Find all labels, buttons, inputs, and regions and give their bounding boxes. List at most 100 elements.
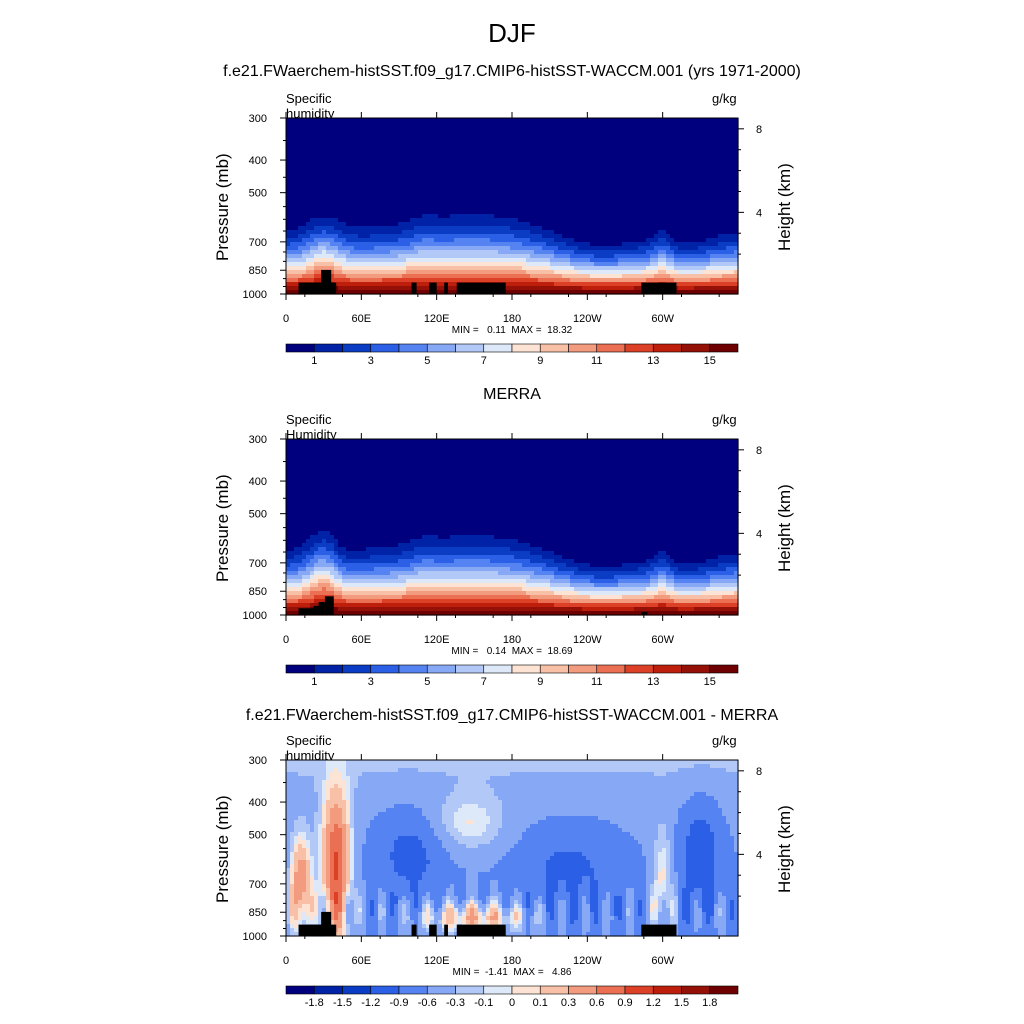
field-cell	[626, 134, 631, 139]
field-cell	[734, 170, 739, 175]
field-cell	[678, 262, 683, 267]
field-cell	[494, 178, 499, 183]
field-cell	[406, 174, 411, 179]
field-cell	[366, 218, 371, 223]
field-cell	[662, 150, 667, 155]
field-cell	[410, 250, 415, 255]
field-cell	[470, 226, 475, 231]
field-cell	[526, 258, 531, 263]
field-cell	[510, 166, 515, 171]
field-cell	[330, 270, 335, 275]
field-cell	[646, 230, 651, 235]
field-cell	[446, 134, 451, 139]
field-cell	[666, 250, 671, 255]
field-cell	[450, 222, 455, 227]
field-cell	[630, 202, 635, 207]
field-cell	[638, 182, 643, 187]
field-cell	[478, 270, 483, 275]
field-cell	[406, 202, 411, 207]
field-cell	[582, 190, 587, 195]
field-cell	[310, 254, 315, 259]
field-cell	[658, 194, 663, 199]
field-cell	[514, 234, 519, 239]
field-cell	[314, 130, 319, 135]
field-cell	[630, 282, 635, 287]
field-cell	[726, 250, 731, 255]
field-cell	[426, 234, 431, 239]
field-cell	[358, 230, 363, 235]
field-cell	[682, 166, 687, 171]
field-cell	[290, 190, 295, 195]
field-cell	[518, 198, 523, 203]
field-cell	[534, 122, 539, 127]
field-cell	[298, 198, 303, 203]
field-cell	[498, 214, 503, 219]
field-cell	[590, 194, 595, 199]
field-cell	[654, 258, 659, 263]
field-cell	[726, 218, 731, 223]
field-cell	[330, 166, 335, 171]
field-cell	[510, 162, 515, 167]
field-cell	[302, 258, 307, 263]
field-cell	[658, 202, 663, 207]
field-cell	[570, 254, 575, 259]
field-cell	[686, 198, 691, 203]
field-cell	[582, 270, 587, 275]
field-cell	[310, 134, 315, 139]
field-cell	[438, 118, 443, 123]
field-cell	[558, 150, 563, 155]
field-cell	[498, 174, 503, 179]
field-cell	[346, 138, 351, 143]
field-cell	[358, 290, 363, 295]
field-cell	[614, 226, 619, 231]
field-cell	[662, 226, 667, 231]
field-cell	[678, 290, 683, 295]
field-cell	[462, 158, 467, 163]
field-cell	[534, 266, 539, 271]
field-cell	[438, 250, 443, 255]
field-cell	[354, 218, 359, 223]
field-cell	[578, 162, 583, 167]
field-cell	[370, 262, 375, 267]
field-cell	[646, 270, 651, 275]
field-cell	[422, 130, 427, 135]
field-cell	[430, 158, 435, 163]
field-cell	[618, 130, 623, 135]
field-cell	[658, 266, 663, 271]
field-cell	[650, 146, 655, 151]
field-cell	[530, 286, 535, 291]
field-cell	[638, 218, 643, 223]
field-cell	[658, 278, 663, 283]
field-cell	[322, 134, 327, 139]
field-cell	[642, 198, 647, 203]
field-cell	[618, 266, 623, 271]
field-cell	[522, 170, 527, 175]
field-cell	[346, 274, 351, 279]
field-cell	[338, 202, 343, 207]
field-cell	[618, 166, 623, 171]
field-cell	[502, 250, 507, 255]
field-cell	[474, 238, 479, 243]
field-cell	[362, 254, 367, 259]
field-cell	[622, 218, 627, 223]
field-cell	[546, 178, 551, 183]
field-cell	[422, 118, 427, 123]
field-cell	[330, 246, 335, 251]
field-cell	[490, 210, 495, 215]
field-cell	[398, 134, 403, 139]
field-cell	[678, 166, 683, 171]
field-cell	[546, 206, 551, 211]
field-cell	[670, 254, 675, 259]
field-cell	[714, 262, 719, 267]
field-cell	[434, 210, 439, 215]
field-cell	[310, 210, 315, 215]
field-cell	[390, 262, 395, 267]
field-cell	[374, 198, 379, 203]
field-cell	[338, 130, 343, 135]
field-cell	[386, 262, 391, 267]
field-cell	[386, 138, 391, 143]
field-cell	[362, 194, 367, 199]
field-cell	[454, 286, 459, 291]
field-cell	[590, 126, 595, 131]
field-cell	[702, 142, 707, 147]
